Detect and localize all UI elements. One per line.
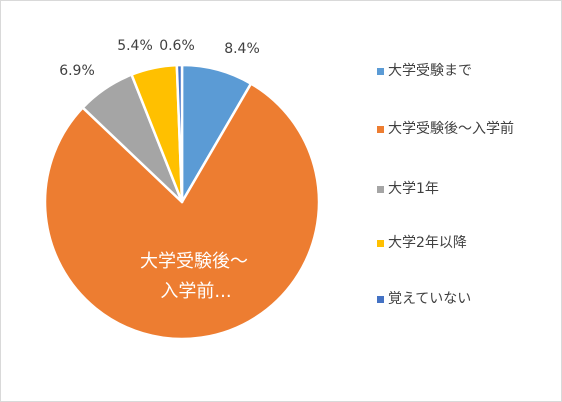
legend-label-0: 大学受験まで	[388, 63, 472, 79]
legend-swatch-3	[377, 240, 384, 247]
legend-label-4: 覚えていない	[388, 291, 472, 307]
legend-swatch-1	[377, 126, 384, 133]
legend-item-0: 大学受験まで	[377, 61, 557, 81]
legend-swatch-4	[377, 296, 384, 303]
legend-swatch-2	[377, 186, 384, 193]
data-label-2: 6.9%	[59, 63, 95, 79]
pie-slice-1	[43, 82, 321, 341]
legend-item-1: 大学受験後～入学前	[377, 119, 557, 139]
inner-data-label-line-0: 大学受験後～	[140, 251, 248, 272]
legend-item-2: 大学1年	[377, 179, 557, 199]
data-label-4: 0.6%	[159, 38, 195, 54]
legend-label-3: 大学2年以降	[388, 235, 467, 251]
legend-label-2: 大学1年	[388, 181, 439, 197]
legend-item-3: 大学2年以降	[377, 233, 557, 253]
legend-item-4: 覚えていない	[377, 289, 557, 309]
pie-slice-4	[175, 63, 184, 204]
data-label-0: 8.4%	[224, 41, 260, 57]
legend-label-1: 大学受験後～入学前	[388, 121, 514, 137]
data-label-3: 5.4%	[117, 38, 153, 54]
inner-data-label-line-1: 入学前...	[160, 281, 231, 302]
legend-swatch-0	[377, 68, 384, 75]
